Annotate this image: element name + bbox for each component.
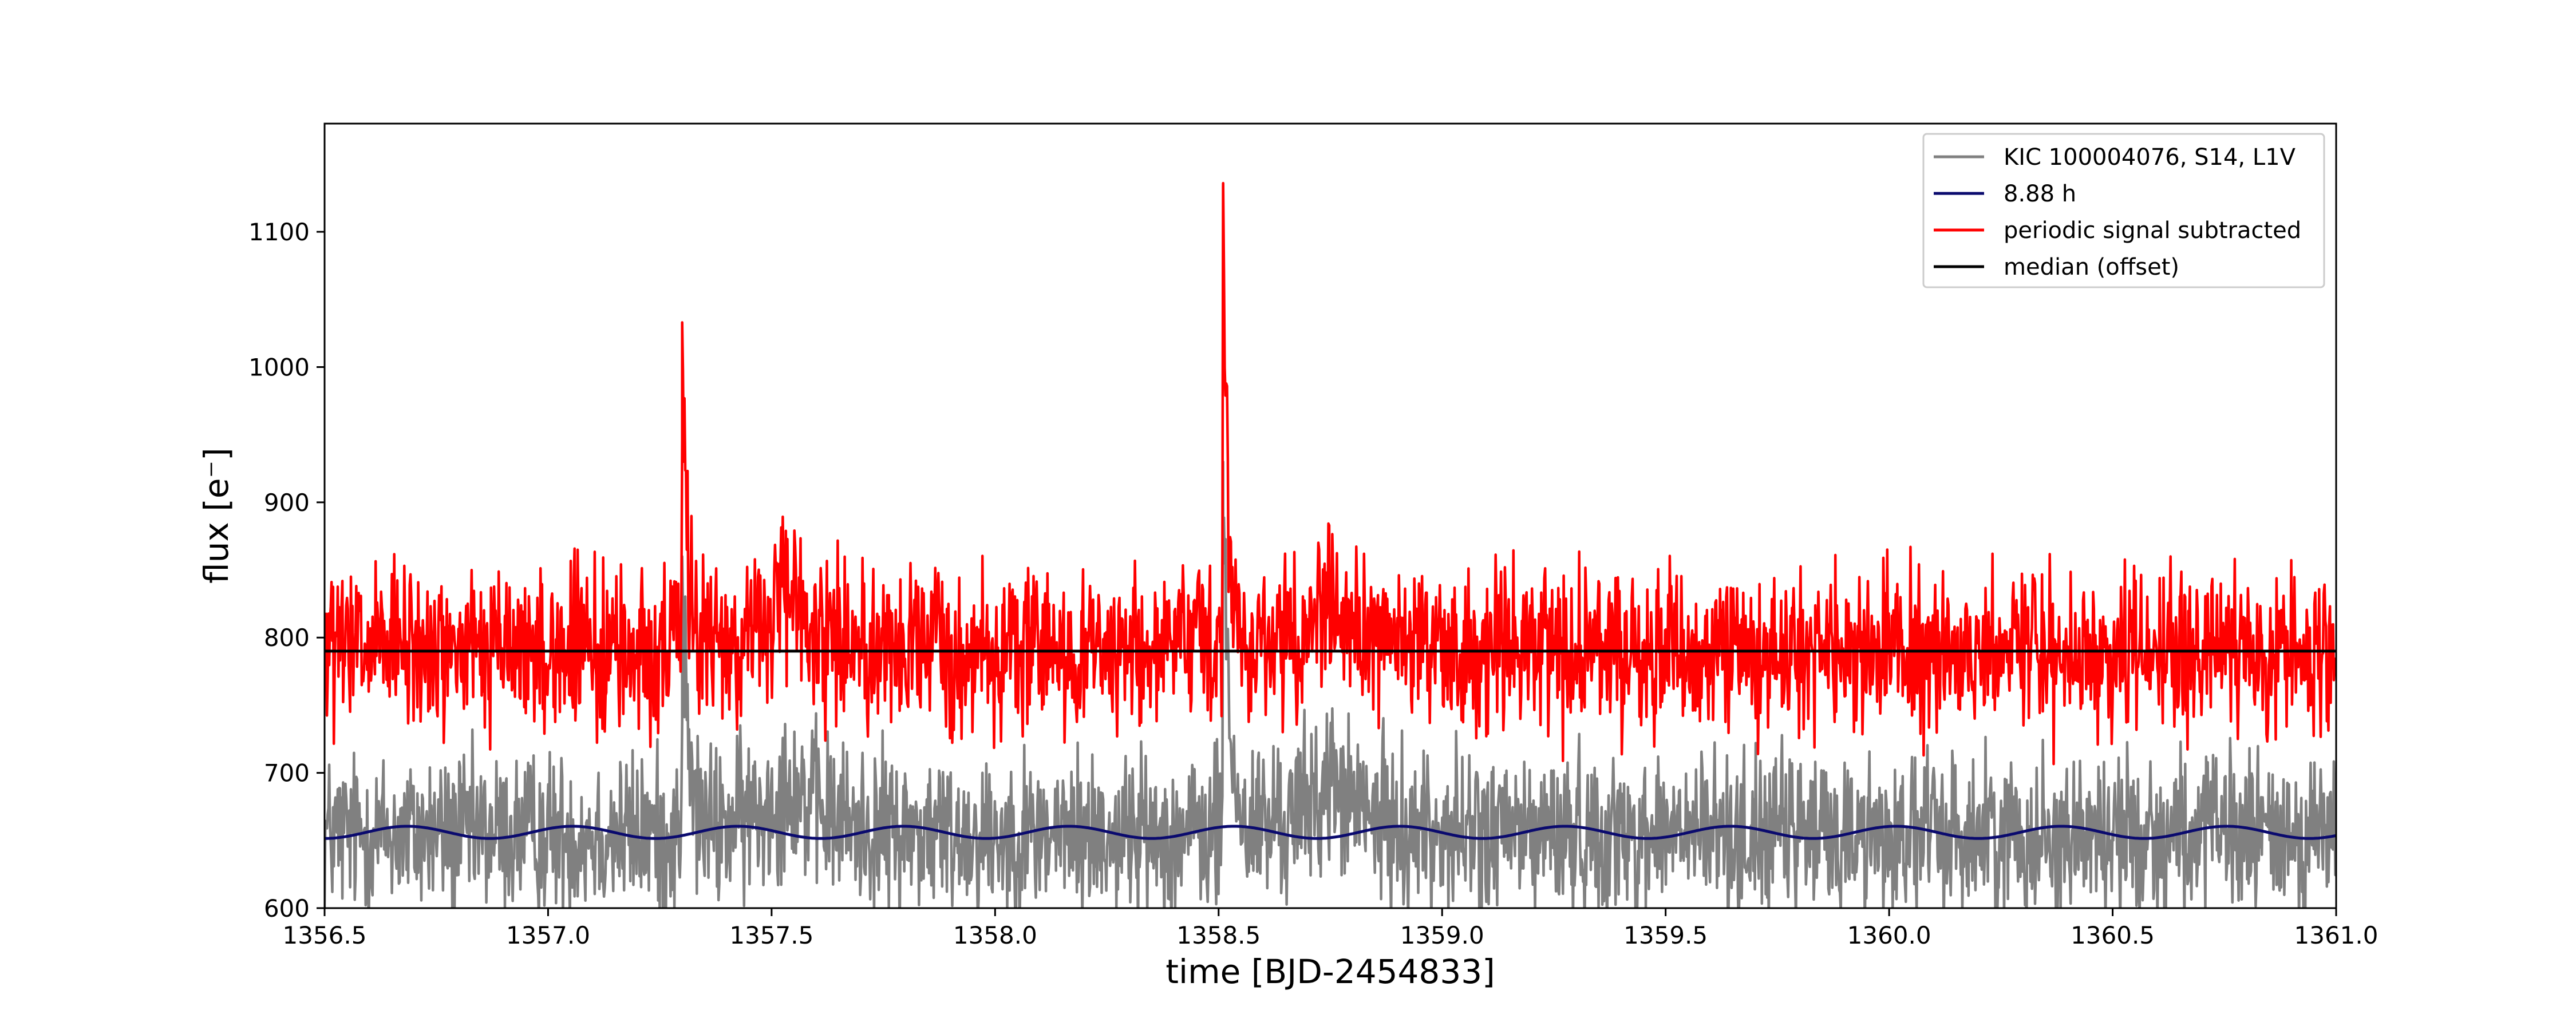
series-line-subtracted (325, 181, 2336, 766)
legend: KIC 100004076, S14, L1V 8.88 h periodic si… (1922, 133, 2325, 288)
x-tick-label: 1358.5 (1176, 921, 1261, 949)
y-tick-label: 600 (264, 894, 310, 922)
x-tick-label: 1359.5 (1623, 921, 1708, 949)
y-tick-label: 1100 (248, 218, 310, 246)
series-line-light-curve (325, 460, 2336, 908)
y-tick-label: 1000 (248, 353, 310, 381)
y-tick-label: 700 (264, 759, 310, 787)
legend-entry-label: periodic signal subtracted (2004, 217, 2301, 244)
x-tick-label: 1361.0 (2294, 921, 2379, 949)
x-tick-label: 1356.5 (283, 921, 367, 949)
legend-box (1922, 133, 2325, 288)
x-tick-label: 1359.0 (1400, 921, 1484, 949)
x-tick-label: 1357.5 (729, 921, 813, 949)
x-tick-label: 1360.0 (1847, 921, 1931, 949)
plot-frame (323, 122, 2337, 909)
x-tick-label: 1360.5 (2071, 921, 2155, 949)
x-axis-label: time [BJD-2454833] (1165, 952, 1495, 991)
y-tick-label: 800 (264, 624, 310, 652)
y-axis-label: flux [e⁻] (197, 447, 236, 584)
legend-entry-label: KIC 100004076, S14, L1V (2004, 144, 2296, 171)
legend-entry-label: 8.88 h (2004, 181, 2076, 207)
ticks-layer: 1356.5 1357.0 1357.5 1358.0 1358.5 1359.0 1359… (248, 218, 2378, 949)
legend-entry-label: median (offset) (2004, 254, 2179, 280)
series-layer (325, 181, 2336, 908)
x-tick-label: 1357.0 (506, 921, 590, 949)
y-tick-label: 900 (264, 489, 310, 517)
x-tick-label: 1358.0 (953, 921, 1037, 949)
series-line-sinusoid-fit (325, 825, 2336, 840)
